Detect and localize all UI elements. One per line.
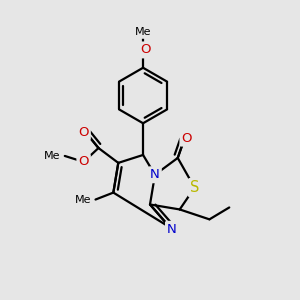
Text: N: N <box>167 223 177 236</box>
Text: Me: Me <box>44 151 61 161</box>
Text: O: O <box>78 126 89 139</box>
Text: Me: Me <box>135 27 151 37</box>
Text: S: S <box>190 180 199 195</box>
Text: O: O <box>140 44 150 56</box>
Text: N: N <box>150 168 160 181</box>
Text: Me: Me <box>75 194 92 205</box>
Text: O: O <box>182 132 192 145</box>
Text: O: O <box>78 155 89 168</box>
